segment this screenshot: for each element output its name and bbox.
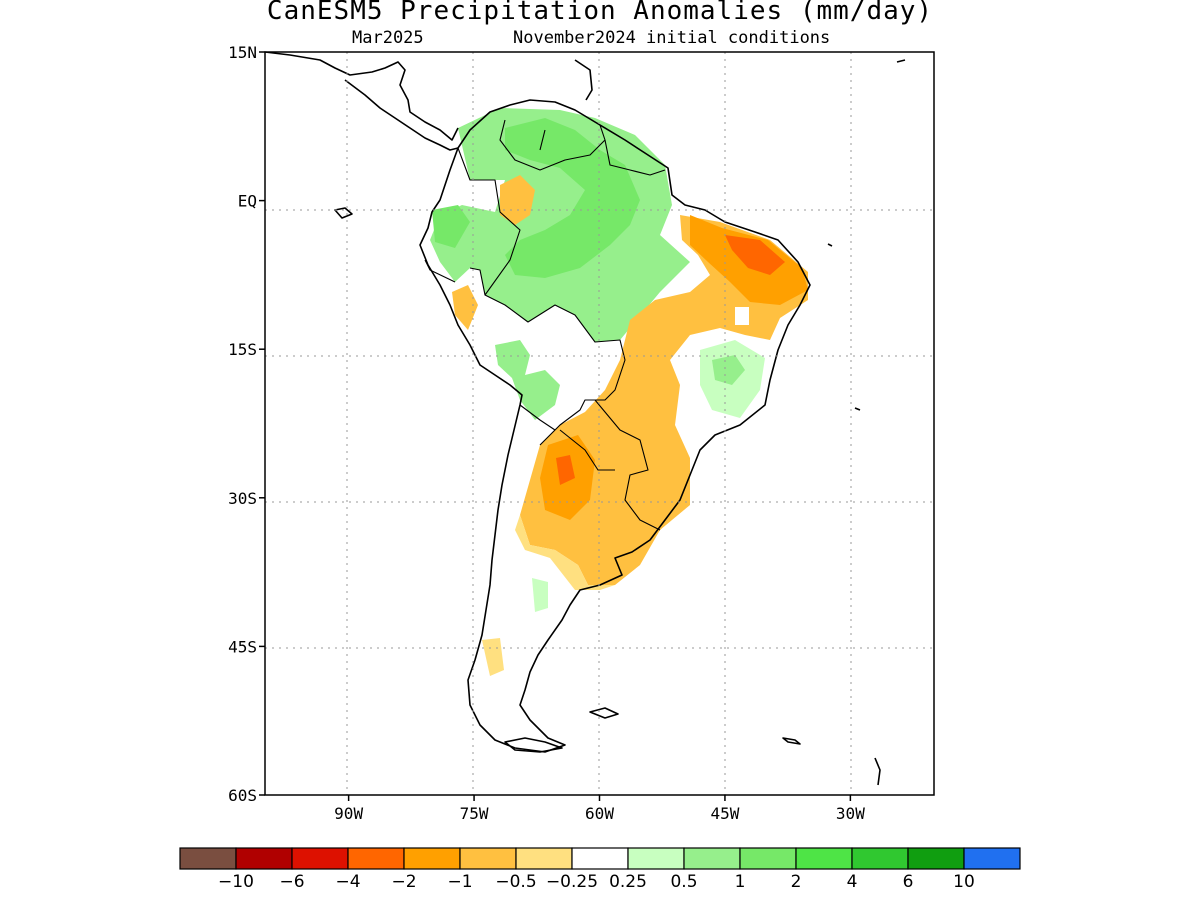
colorbar-swatch: [963, 847, 1021, 870]
coastlines: [264, 51, 906, 786]
colorbar-label: 6: [903, 872, 914, 892]
colorbar-swatch: [291, 847, 349, 870]
colorbar-label: −4: [335, 872, 360, 892]
lat-tick-label: 15S: [228, 340, 257, 359]
colorbar-label: −10: [218, 872, 254, 892]
colorbar-swatch: [739, 847, 797, 870]
lon-tick-label: 45W: [710, 804, 739, 823]
colorbar-label: −0.25: [546, 872, 598, 892]
wet-anomaly-ecuador: [432, 205, 470, 248]
fernando-de-noronha: [827, 243, 833, 247]
colorbar-swatch: [515, 847, 573, 870]
colorbar-label: −0.5: [495, 872, 536, 892]
colorbar-swatch: [459, 847, 517, 870]
colorbar-swatch: [347, 847, 405, 870]
initial-conditions: November2024 initial conditions: [513, 28, 831, 48]
caribbean-coast: [574, 59, 593, 101]
colorbar-label: 4: [847, 872, 858, 892]
lat-tick-label: EQ: [238, 192, 257, 211]
central-america-pacific-coast: [344, 79, 459, 151]
south-georgia: [782, 737, 801, 745]
colorbar-label: −6: [279, 872, 304, 892]
dry-anomaly-guiana: [500, 175, 535, 225]
dry-anomaly-light-margin: [515, 515, 615, 590]
colorbar-label: 1: [735, 872, 746, 892]
dry-anomaly-chaco-strong: [556, 455, 575, 485]
central-america-coast: [264, 51, 459, 141]
lon-tick-label: 60W: [585, 804, 614, 823]
colorbar-label: 10: [953, 872, 975, 892]
valid-month: Mar2025: [352, 28, 424, 48]
country-borders: [424, 119, 666, 531]
lat-tick-label: 15N: [228, 43, 257, 62]
tierra-del-fuego: [504, 737, 563, 753]
colorbar-label: 0.5: [670, 872, 697, 892]
colorbar-label: 0.25: [609, 872, 647, 892]
wet-anomaly-east-brazil-core: [712, 355, 745, 385]
map-title: CanESM5 Precipitation Anomalies (mm/day): [266, 0, 934, 26]
lon-tick-label: 30W: [836, 804, 865, 823]
dry-anomaly-chile-south: [482, 638, 504, 676]
wet-anomaly-amazon-core: [505, 118, 640, 278]
st-peter-paul: [896, 59, 906, 63]
colorbar-swatch: [683, 847, 741, 870]
falkland-islands: [589, 707, 619, 719]
lat-tick-label: 45S: [228, 637, 257, 656]
galapagos: [334, 207, 353, 219]
lat-tick-label: 30S: [228, 489, 257, 508]
sandwich-islands: [874, 757, 881, 786]
lon-tick-label: 75W: [460, 804, 489, 823]
latitude-axis: 15N EQ 15S 30S 45S 60S: [228, 43, 265, 805]
colorbar-label: −2: [391, 872, 416, 892]
lon-tick-label: 90W: [334, 804, 363, 823]
wet-anomaly-central-andes: [495, 340, 560, 420]
colorbar-label: 2: [791, 872, 802, 892]
lat-tick-label: 60S: [228, 786, 257, 805]
colorbar: −10 −6 −4 −2 −1 −0.5 −0.25 0.25 0.5 1 2 4 6 10: [179, 847, 1021, 892]
colorbar-label: −1: [447, 872, 472, 892]
colorbar-swatch: [851, 847, 909, 870]
wet-anomaly-patagonia: [532, 578, 548, 612]
dry-anomaly-peru: [452, 285, 478, 330]
south-america-coast: [419, 99, 811, 753]
longitude-axis: 90W 75W 60W 45W 30W: [334, 795, 865, 823]
colorbar-swatch: [235, 847, 293, 870]
graticule: [265, 52, 934, 795]
colorbar-swatch: [795, 847, 853, 870]
colorbar-swatch: [179, 847, 237, 870]
colorbar-swatch: [907, 847, 965, 870]
anomaly-field: [430, 108, 808, 676]
no-data-cell: [735, 307, 749, 325]
trindade: [854, 407, 861, 411]
colorbar-swatch: [571, 847, 629, 870]
colorbar-swatch: [403, 847, 461, 870]
colorbar-swatch: [627, 847, 685, 870]
dry-anomaly-strong: [725, 235, 785, 275]
